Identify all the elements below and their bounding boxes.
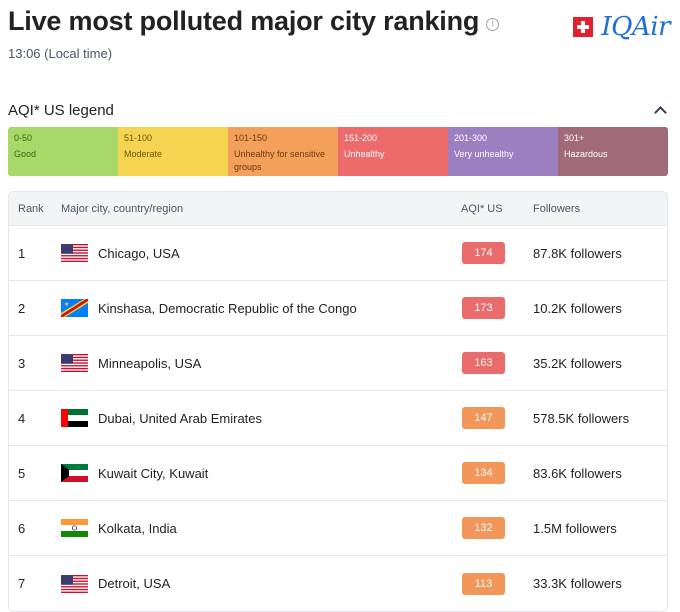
column-header-rank: Rank <box>18 202 44 215</box>
city-cell[interactable]: Chicago, USA <box>61 244 461 262</box>
city-cell[interactable]: Kuwait City, Kuwait <box>61 464 461 482</box>
brand-name: IQAir <box>601 12 670 42</box>
city-cell[interactable]: Kolkata, India <box>61 519 461 537</box>
city-name[interactable]: Detroit, USA <box>98 576 171 591</box>
aqi-badge: 173 <box>462 297 505 319</box>
table-row[interactable]: 5 Kuwait City, Kuwait 134 83.6K followers <box>9 446 667 501</box>
legend-range: 101-150 <box>234 133 268 143</box>
ranking-table: Rank Major city, country/region AQI* US … <box>8 191 668 612</box>
legend-range: 51-100 <box>124 133 153 143</box>
table-header: Rank Major city, country/region AQI* US … <box>9 192 667 226</box>
city-cell[interactable]: Minneapolis, USA <box>61 354 461 372</box>
city-cell[interactable]: ★ Kinshasa, Democratic Republic of the Co… <box>61 299 461 317</box>
kuwait-flag-icon <box>61 464 88 482</box>
followers-cell: 10.2K followers <box>533 300 622 316</box>
legend-segment: 0-50 Good <box>8 127 118 176</box>
city-cell[interactable]: Dubai, United Arab Emirates <box>61 409 461 427</box>
page-header: Live most polluted major city ranking i … <box>8 6 672 70</box>
aqi-cell: 147 <box>461 407 533 429</box>
aqi-cell: 163 <box>461 352 533 374</box>
table-row[interactable]: 1 Chicago, USA 174 87.8K followers <box>9 226 667 281</box>
city-name[interactable]: Kinshasa, Democratic Republic of the Con… <box>98 300 357 316</box>
table-body: 1 Chicago, USA 174 87.8K followers 2 ★ Kinshas… <box>9 226 667 611</box>
legend-range: 0-50 <box>14 133 33 143</box>
usa-flag-icon <box>61 574 88 593</box>
chevron-up-icon[interactable] <box>654 104 666 116</box>
city-cell[interactable]: Detroit, USA <box>61 574 461 593</box>
table-row[interactable]: 7 Detroit, USA 113 33.3K followers <box>9 556 667 611</box>
aqi-legend-bar: 0-50 Good 51-100 Moderate 101-150 Unhealthy f… <box>8 127 668 176</box>
followers-cell: 35.2K followers <box>533 355 622 371</box>
followers-cell: 87.8K followers <box>533 245 622 261</box>
usa-flag-icon <box>61 354 88 372</box>
aqi-cell: 113 <box>461 572 533 595</box>
rank-cell: 7 <box>18 576 26 591</box>
followers-cell: 83.6K followers <box>533 465 622 481</box>
table-row[interactable]: 2 ★ Kinshasa, Democratic Republic of the C… <box>9 281 667 336</box>
aqi-badge: 113 <box>462 572 505 595</box>
rank-cell: 1 <box>18 245 26 261</box>
legend-range: 151-200 <box>344 133 378 143</box>
page-title: Live most polluted major city ranking <box>8 6 480 36</box>
drc-flag-icon: ★ <box>61 299 88 317</box>
rank-cell: 5 <box>18 465 26 481</box>
aqi-cell: 173 <box>461 297 533 319</box>
uae-flag-icon <box>61 409 88 427</box>
table-row[interactable]: 6 Kolkata, India 132 1.5M followers <box>9 501 667 556</box>
rank-cell: 6 <box>18 520 26 536</box>
aqi-badge: 174 <box>462 242 505 264</box>
legend-range: 301+ <box>564 133 585 143</box>
legend-label: Unhealthy for sensitive groups <box>234 149 326 172</box>
iqair-logo[interactable]: IQAir <box>573 12 670 42</box>
legend-segment: 151-200 Unhealthy <box>338 127 448 176</box>
city-name[interactable]: Dubai, United Arab Emirates <box>98 410 263 426</box>
legend-segment: 301+ Hazardous <box>558 127 668 176</box>
table-row[interactable]: 4 Dubai, United Arab Emirates 147 578.5K fo… <box>9 391 667 446</box>
aqi-cell: 132 <box>461 517 533 539</box>
aqi-badge: 163 <box>462 352 505 374</box>
city-name[interactable]: Chicago, USA <box>98 245 180 261</box>
followers-cell: 1.5M followers <box>533 520 617 536</box>
local-time: 13:06 (Local time) <box>8 46 113 61</box>
legend-title: AQI* US legend <box>8 101 114 119</box>
rank-cell: 2 <box>18 300 26 316</box>
legend-toggle[interactable]: AQI* US legend <box>8 100 668 120</box>
aqi-cell: 174 <box>461 242 533 264</box>
city-name[interactable]: Kuwait City, Kuwait <box>98 465 209 481</box>
legend-segment: 201-300 Very unhealthy <box>448 127 558 176</box>
legend-label: Good <box>14 149 37 159</box>
followers-cell: 33.3K followers <box>533 576 622 591</box>
column-header-aqi: AQI* US <box>461 202 503 215</box>
column-header-city: Major city, country/region <box>61 202 184 215</box>
table-row[interactable]: 3 Minneapolis, USA 163 35.2K followers <box>9 336 667 391</box>
info-icon[interactable]: i <box>486 17 500 31</box>
legend-range: 201-300 <box>454 133 488 143</box>
rank-cell: 4 <box>18 410 26 426</box>
city-name[interactable]: Minneapolis, USA <box>98 355 202 371</box>
swiss-flag-icon <box>573 17 594 37</box>
city-name[interactable]: Kolkata, India <box>98 520 177 536</box>
rank-cell: 3 <box>18 355 26 371</box>
followers-cell: 578.5K followers <box>533 410 630 426</box>
aqi-cell: 134 <box>461 462 533 484</box>
aqi-badge: 147 <box>462 407 505 429</box>
usa-flag-icon <box>61 244 88 262</box>
legend-segment: 101-150 Unhealthy for sensitive groups <box>228 127 338 176</box>
column-header-followers: Followers <box>533 202 581 215</box>
legend-label: Moderate <box>124 149 163 159</box>
svg-text:★: ★ <box>64 301 69 308</box>
title-row: Live most polluted major city ranking i <box>8 6 672 37</box>
legend-segment: 51-100 Moderate <box>118 127 228 176</box>
aqi-badge: 134 <box>462 462 505 484</box>
legend-label: Very unhealthy <box>454 149 514 159</box>
aqi-badge: 132 <box>462 517 505 539</box>
legend-label: Hazardous <box>564 149 608 159</box>
legend-label: Unhealthy <box>344 149 385 159</box>
india-flag-icon <box>61 519 88 537</box>
